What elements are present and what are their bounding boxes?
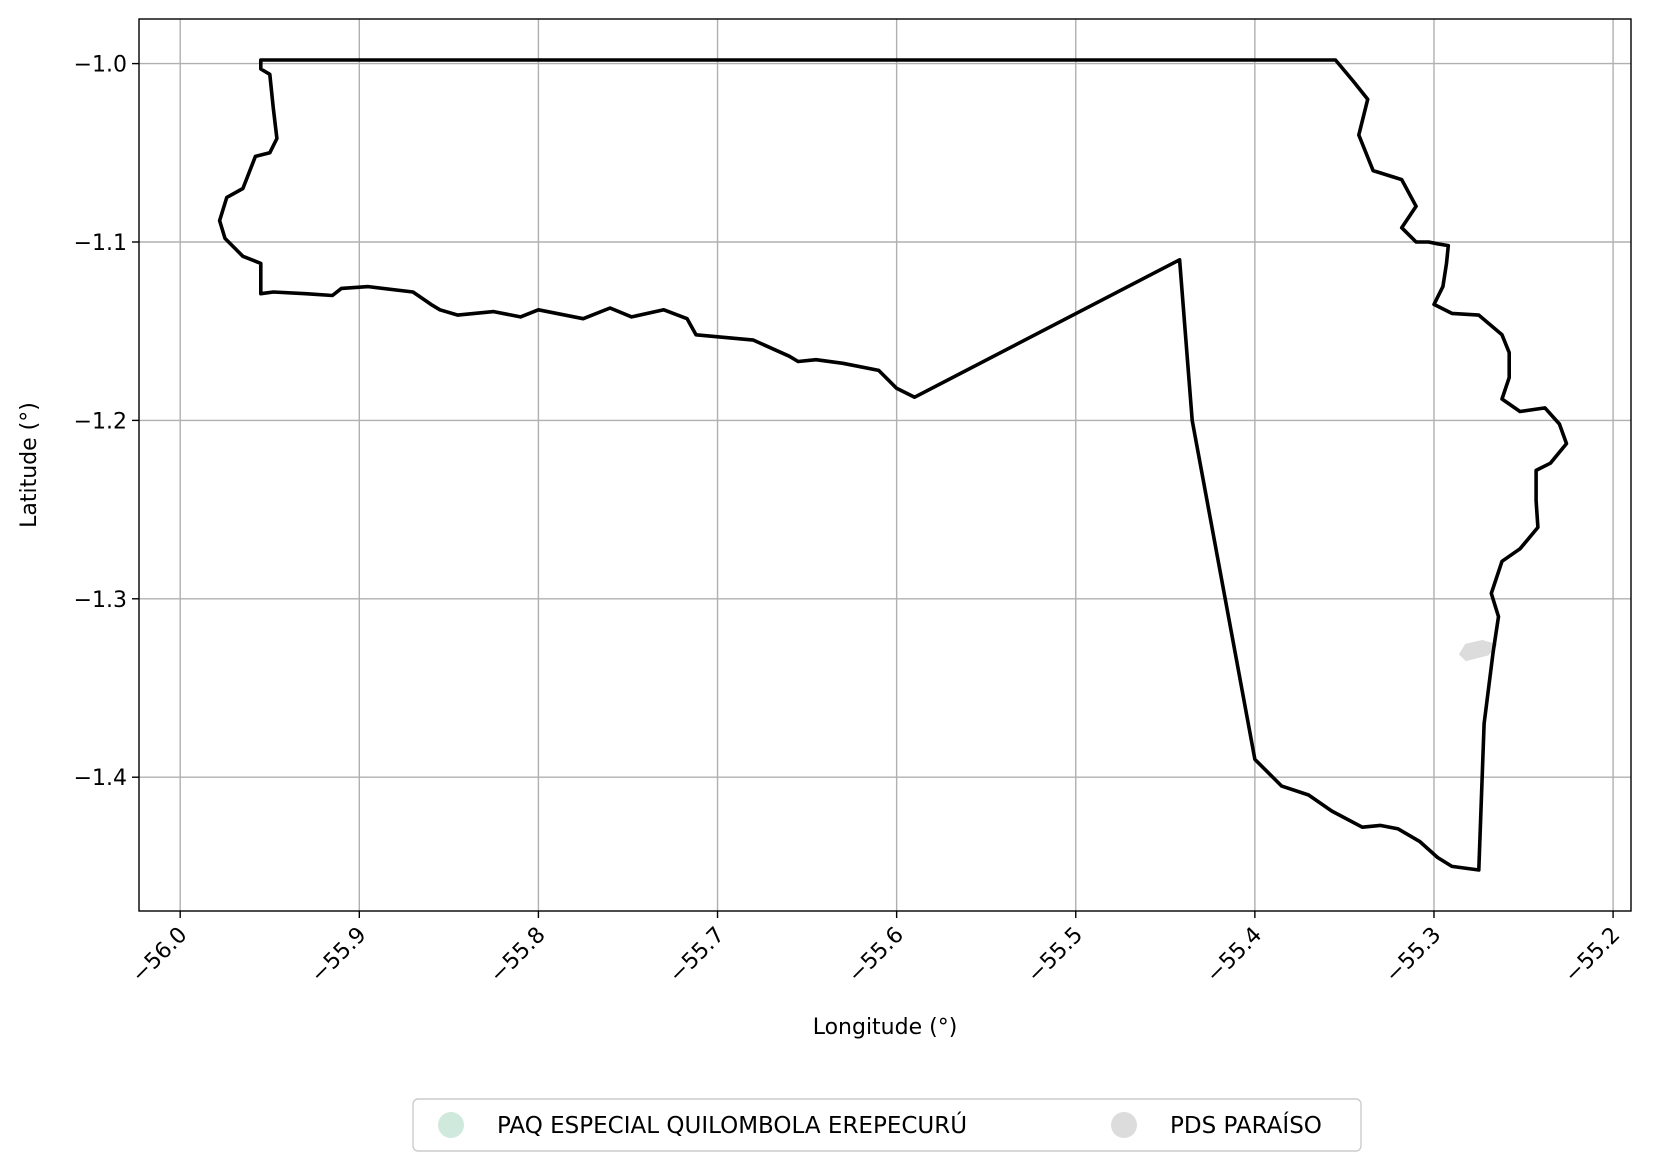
ticks: −56.0 −55.9 −55.8 −55.7 −55.6 −55.5 −55.4 −55.3…: [74, 53, 1626, 988]
x-tick-label: −55.5: [1023, 923, 1088, 988]
x-tick-label: −55.3: [1381, 923, 1446, 988]
x-tick-label: −55.4: [1202, 923, 1267, 988]
x-tick-label: −55.9: [306, 923, 371, 988]
areas: [1458, 640, 1498, 662]
y-tick-label: −1.4: [74, 766, 127, 791]
x-tick-label: −55.7: [664, 923, 729, 988]
x-tick-label: −55.2: [1560, 923, 1625, 988]
y-axis-label: Latitude (°): [17, 402, 42, 528]
x-tick-label: −55.6: [844, 923, 909, 988]
boundaries: [217, 58, 1569, 872]
x-axis-label: Longitude (°): [813, 1015, 958, 1040]
y-tick-label: −1.2: [74, 409, 127, 434]
axes-frame: [138, 18, 1632, 912]
y-tick-label: −1.0: [74, 53, 127, 78]
area-polygon: [1458, 640, 1498, 662]
y-tick-label: −1.3: [74, 588, 127, 613]
legend: PAQ ESPECIAL QUILOMBOLA EREPECURÚ PDS PAR…: [412, 1098, 1362, 1152]
legend-marker: [1111, 1112, 1137, 1138]
legend-label: PAQ ESPECIAL QUILOMBOLA EREPECURÚ: [497, 1111, 967, 1139]
grid: [139, 19, 1631, 911]
x-tick-label: −55.8: [485, 923, 550, 988]
boundary-outline: [217, 58, 1569, 872]
legend-marker: [438, 1112, 464, 1138]
y-tick-label: −1.1: [74, 231, 127, 256]
legend-label: PDS PARAÍSO: [1170, 1111, 1322, 1139]
x-tick-label: −56.0: [127, 923, 192, 988]
